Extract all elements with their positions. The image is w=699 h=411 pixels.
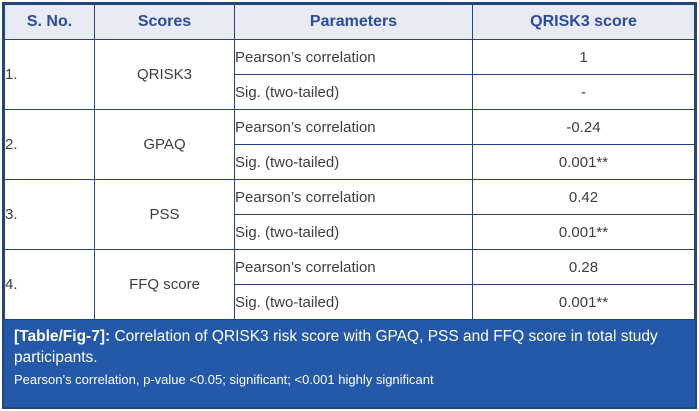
cell-parameter: Pearson’s correlation [234, 249, 473, 285]
figure-caption-bar: [Table/Fig-7]: Correlation of QRISK3 ris… [4, 320, 695, 407]
figure-caption-text: Correlation of QRISK3 risk score with GP… [14, 328, 658, 366]
cell-sno: 4. [4, 249, 95, 320]
cell-value: 0.42 [472, 179, 695, 215]
cell-sno: 3. [4, 179, 95, 250]
correlation-table: S. No. Scores Parameters QRISK3 score 1.… [4, 4, 695, 320]
header-sno: S. No. [4, 4, 95, 40]
cell-value: 0.28 [472, 249, 695, 285]
cell-score-name: QRISK3 [94, 39, 235, 110]
cell-value: -0.24 [472, 109, 695, 145]
figure-caption-tag: [Table/Fig-7]: [14, 328, 111, 345]
table-row: Sig. (two-tailed) - [5, 74, 695, 110]
cell-value: 0.001** [472, 144, 695, 180]
cell-score-name: FFQ score [94, 249, 235, 320]
table-row: 3. PSS Pearson’s correlation 0.42 [4, 179, 695, 250]
cell-value: - [472, 74, 695, 110]
table-row: Sig. (two-tailed) 0.001** [5, 214, 695, 250]
cell-sno: 2. [4, 109, 95, 180]
cell-parameter: Sig. (two-tailed) [234, 284, 473, 320]
cell-parameter: Pearson’s correlation [234, 179, 473, 215]
cell-score-name: GPAQ [94, 109, 235, 180]
cell-sno: 1. [4, 39, 95, 110]
figure-footnote: Pearson’s correlation, p-value <0.05; si… [14, 371, 434, 387]
cell-parameter: Sig. (two-tailed) [234, 74, 473, 110]
cell-parameter: Pearson’s correlation [234, 39, 473, 75]
cell-parameter: Pearson’s correlation [234, 109, 473, 145]
cell-value: 1 [472, 39, 695, 75]
cell-parameter: Sig. (two-tailed) [234, 144, 473, 180]
header-scores: Scores [94, 4, 235, 40]
table-row: Sig. (two-tailed) 0.001** [5, 284, 695, 320]
cell-parameter: Sig. (two-tailed) [234, 214, 473, 250]
table-row: 2. GPAQ Pearson’s correlation -0.24 [4, 109, 695, 180]
figure-caption: [Table/Fig-7]: Correlation of QRISK3 ris… [14, 327, 685, 369]
cell-score-name: PSS [94, 179, 235, 250]
cell-value: 0.001** [472, 214, 695, 250]
header-parameters: Parameters [234, 4, 473, 40]
table-row: 1. QRISK3 Pearson’s correlation 1 [4, 39, 695, 110]
table-row: 4. FFQ score Pearson’s correlation 0.28 [4, 249, 695, 320]
cell-value: 0.001** [472, 284, 695, 320]
table-row: Sig. (two-tailed) 0.001** [5, 144, 695, 180]
table-header-row: S. No. Scores Parameters QRISK3 score [4, 4, 695, 40]
header-qrisk3-score: QRISK3 score [472, 4, 695, 40]
